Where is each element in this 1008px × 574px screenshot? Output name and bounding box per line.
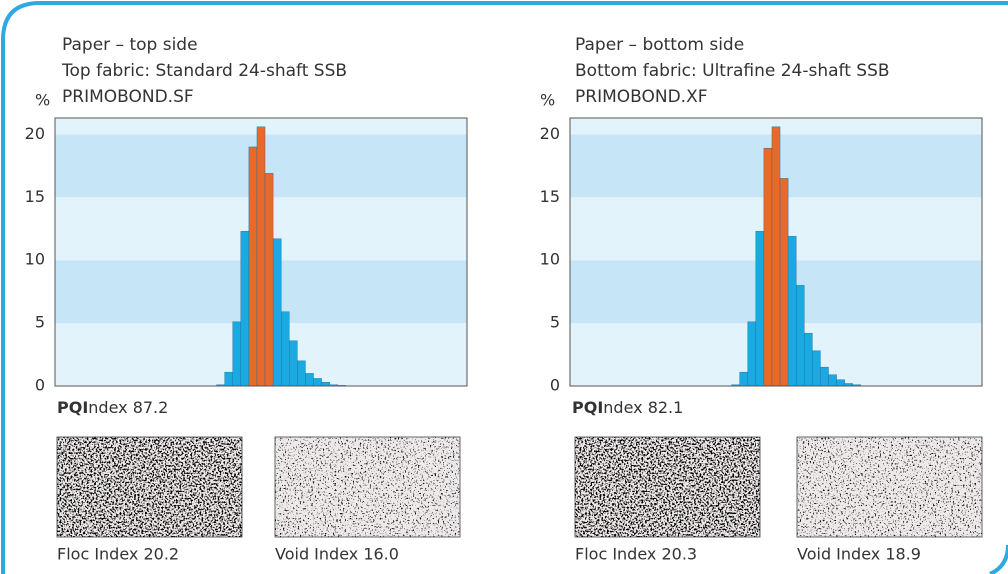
sample-image bbox=[797, 437, 982, 537]
image-caption: Floc Index 20.2 bbox=[57, 545, 179, 564]
chart-title-line: PRIMOBOND.SF bbox=[62, 87, 194, 107]
y-tick-label: 15 bbox=[25, 187, 45, 206]
bar bbox=[305, 373, 313, 386]
bar bbox=[257, 127, 265, 386]
chart-title-line: PRIMOBOND.XF bbox=[575, 87, 708, 107]
bar bbox=[788, 236, 796, 386]
bar bbox=[289, 341, 297, 386]
y-tick-label: 5 bbox=[35, 313, 45, 332]
y-tick-label: 15 bbox=[540, 187, 560, 206]
chart-title-line: Bottom fabric: Ultrafine 24-shaft SSB bbox=[575, 61, 890, 81]
bar bbox=[837, 380, 845, 386]
sample-image bbox=[275, 437, 460, 537]
y-axis-label: % bbox=[540, 91, 555, 110]
pqi-text: ndex 87.2 bbox=[88, 398, 168, 417]
bar bbox=[804, 333, 812, 386]
pqi-text: ndex 82.1 bbox=[603, 398, 683, 417]
frame-corner bbox=[990, 545, 1008, 574]
bar bbox=[829, 375, 837, 386]
bar bbox=[322, 382, 330, 386]
y-axis-label: % bbox=[35, 91, 50, 110]
image-caption: Void Index 16.0 bbox=[275, 545, 399, 564]
bar bbox=[273, 239, 281, 386]
y-tick-label: 0 bbox=[550, 376, 560, 395]
bar bbox=[241, 231, 249, 386]
y-tick-label: 0 bbox=[35, 376, 45, 395]
y-tick-label: 5 bbox=[550, 313, 560, 332]
image-caption: Floc Index 20.3 bbox=[575, 545, 697, 564]
bar bbox=[249, 147, 257, 386]
bar bbox=[756, 231, 764, 386]
bar bbox=[772, 127, 780, 386]
bar bbox=[281, 312, 289, 386]
pqi-index: PQIndex 82.1 bbox=[572, 398, 683, 417]
bar bbox=[780, 178, 788, 386]
pqi-index: PQIndex 87.2 bbox=[57, 398, 168, 417]
y-tick-label: 20 bbox=[540, 124, 560, 143]
bar bbox=[764, 148, 772, 386]
pqi-bold: PQI bbox=[572, 398, 603, 417]
bar bbox=[297, 361, 305, 386]
bar bbox=[820, 367, 828, 386]
bar bbox=[265, 173, 273, 386]
chart-title-line: Top fabric: Standard 24-shaft SSB bbox=[61, 61, 347, 81]
bar bbox=[225, 372, 233, 386]
chart-title-line: Paper – bottom side bbox=[575, 35, 744, 55]
page: Paper – top side Top fabric: Standard 24-… bbox=[0, 0, 1008, 574]
sample-image bbox=[575, 437, 760, 537]
chart-title-line: Paper – top side bbox=[62, 35, 198, 55]
y-tick-label: 20 bbox=[25, 124, 45, 143]
y-tick-label: 10 bbox=[25, 250, 45, 269]
y-tick-label: 10 bbox=[540, 250, 560, 269]
bar bbox=[233, 322, 241, 386]
bar bbox=[812, 351, 820, 386]
sample-image bbox=[57, 437, 242, 537]
bar bbox=[740, 372, 748, 386]
bar bbox=[796, 285, 804, 386]
image-caption: Void Index 18.9 bbox=[797, 545, 921, 564]
pqi-bold: PQI bbox=[57, 398, 88, 417]
bar bbox=[314, 378, 322, 386]
bar bbox=[748, 322, 756, 386]
